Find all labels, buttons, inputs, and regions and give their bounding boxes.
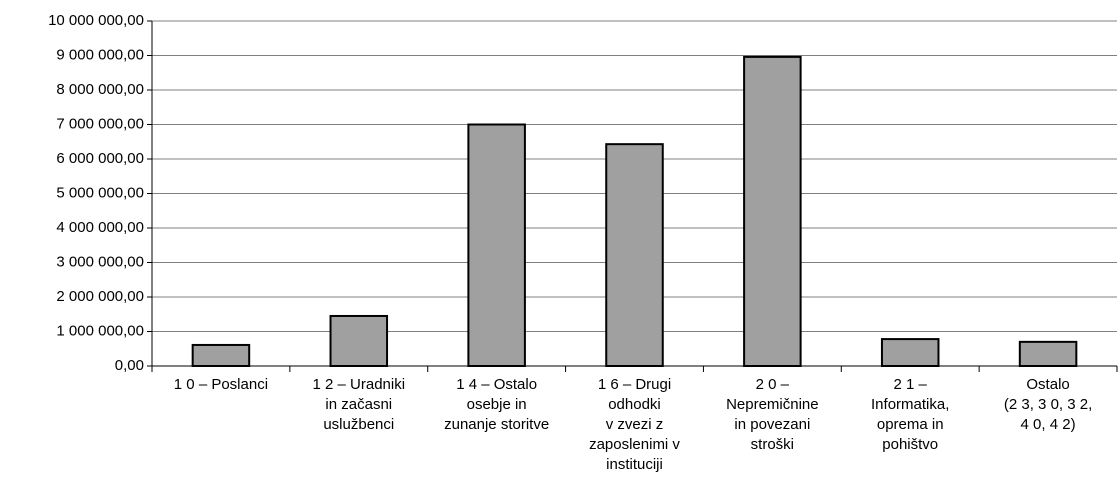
bar (191, 343, 251, 367)
x-tick-label: 1 4 – Ostalo osebje in zunanje storitve (444, 376, 549, 433)
y-tick-label: 2 000 000,00 (56, 288, 144, 305)
x-tick-label-line: 1 0 – Poslanci (174, 376, 268, 393)
x-tick-label-line: Informatika, (871, 396, 949, 413)
x-tick-label-line: uslužbenci (323, 416, 394, 433)
x-tick-label-line: 4 0, 4 2) (1021, 416, 1076, 433)
y-tick-label: 5 000 000,00 (56, 184, 144, 201)
bar (329, 314, 389, 368)
x-tick-label-line: stroški (751, 436, 794, 453)
x-tick-label-line: 1 6 – Drugi (598, 376, 671, 393)
x-tick-label-line: v zvezi z (606, 416, 664, 433)
x-tick-label-line: in povezani (734, 416, 810, 433)
x-tick-label-line: osebje in (467, 396, 527, 413)
x-tick-label: Ostalo (2 3, 3 0, 3 2, 4 0, 4 2) (1004, 376, 1092, 433)
y-tick-label: 0,00 (115, 357, 144, 374)
x-tick-label-line: oprema in (877, 416, 944, 433)
x-tick-label: 1 2 – Uradniki in začasni uslužbenci (313, 376, 406, 433)
x-tick-label-line: 1 4 – Ostalo (456, 376, 537, 393)
x-tick-label-line: 2 1 – (894, 376, 928, 393)
x-tick-label-line: (2 3, 3 0, 3 2, (1004, 396, 1092, 413)
y-tick-label: 3 000 000,00 (56, 253, 144, 270)
x-tick-label-line: 1 2 – Uradniki (313, 376, 406, 393)
x-tick-label-line: 2 0 – (756, 376, 790, 393)
x-tick-label: 1 0 – Poslanci (174, 376, 268, 393)
y-tick-label: 6 000 000,00 (56, 150, 144, 167)
y-tick-label: 10 000 000,00 (48, 12, 144, 29)
y-tick-label: 7 000 000,00 (56, 115, 144, 132)
y-tick-label: 9 000 000,00 (56, 46, 144, 63)
x-tick-label: 2 1 – Informatika, oprema in pohištvo (871, 376, 949, 453)
x-tick-label-line: in začasni (325, 396, 392, 413)
bar (880, 338, 940, 367)
x-tick-label-line: zaposlenimi v (589, 436, 680, 453)
x-tick-label: 1 6 – Drugi odhodki v zvezi z zaposlenimi v… (589, 376, 680, 473)
y-tick-label: 1 000 000,00 (56, 322, 144, 339)
x-tick-label-line: pohištvo (882, 436, 938, 453)
x-tick-label-line: odhodki (608, 396, 661, 413)
bar (467, 123, 526, 367)
x-tick-label: 2 0 – Nepremičnine in povezani stroški (726, 376, 819, 453)
bar (605, 143, 664, 367)
x-tick-label-line: instituciji (606, 456, 663, 473)
bar (743, 55, 802, 367)
bar (1018, 340, 1078, 368)
x-tick-label-line: Nepremičnine (726, 396, 819, 413)
x-tick-label-line: Ostalo (1026, 376, 1069, 393)
x-tick-label-line: zunanje storitve (444, 416, 549, 433)
y-tick-label: 8 000 000,00 (56, 81, 144, 98)
y-tick-label: 4 000 000,00 (56, 219, 144, 236)
